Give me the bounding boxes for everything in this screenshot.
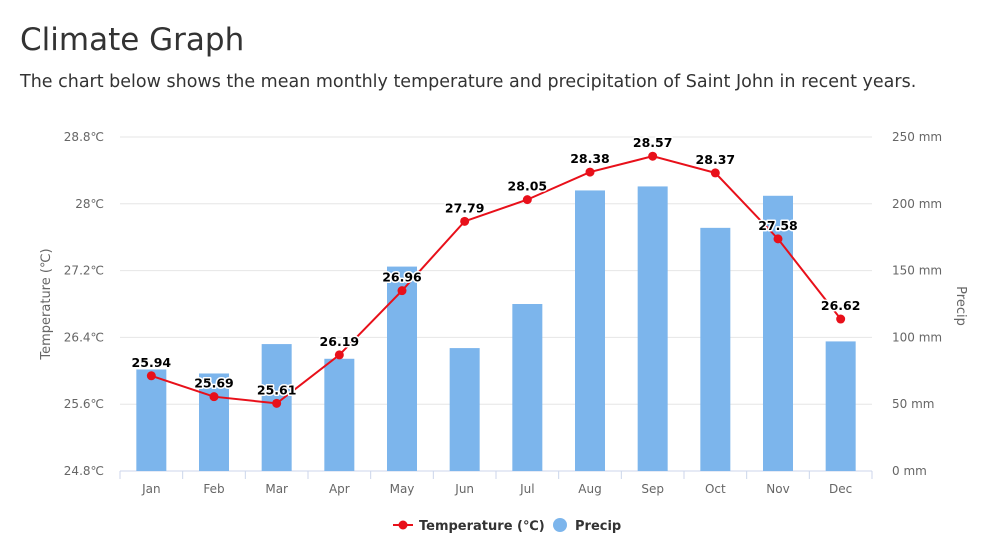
temperature-point [272, 398, 282, 408]
y-left-tick-label: 26.4℃ [64, 330, 104, 344]
temperature-data-label: 26.62 [821, 298, 861, 313]
temperature-point [460, 216, 470, 226]
temperature-data-label: 26.19 [320, 334, 360, 349]
temperature-point [397, 286, 407, 296]
x-tick-label: Oct [705, 482, 726, 496]
page-title: Climate Graph [20, 22, 245, 58]
temperature-point [209, 392, 219, 402]
x-tick-label: Aug [578, 482, 601, 496]
temperature-data-label: 25.61 [257, 382, 297, 397]
x-tick-label: Jul [519, 482, 534, 496]
y-right-tick-label: 50 mm [892, 397, 934, 411]
legend-temperature-label: Temperature (℃) [419, 519, 545, 534]
temperature-line [151, 155, 842, 405]
y-right-tick-label: 200 mm [892, 197, 942, 211]
y-left-tick-label: 24.8℃ [64, 464, 104, 478]
temperature-data-label: 25.69 [194, 376, 234, 391]
x-tick-label: Mar [265, 482, 288, 496]
precip-bar [136, 369, 167, 471]
precip-bar [199, 373, 229, 471]
temperature-point [522, 195, 532, 205]
temperature-data-label: 28.05 [508, 179, 548, 194]
temperature-data-label: 25.94 [132, 355, 172, 370]
temperature-data-label: 27.58 [758, 218, 798, 233]
precip-bar [637, 186, 668, 471]
temperature-point [585, 167, 595, 177]
x-tick-label: Apr [329, 482, 350, 496]
temperature-data-label: 28.38 [570, 151, 610, 166]
precip-bar [575, 190, 605, 471]
temperature-data-label: 28.37 [696, 152, 736, 167]
y-right-tick-label: 0 mm [892, 464, 927, 478]
temperature-data-label: 28.57 [633, 135, 673, 150]
precip-bar [324, 358, 355, 471]
y-right-tick-label: 150 mm [892, 264, 942, 278]
x-tick-label: Nov [766, 482, 789, 496]
y-left-tick-label: 25.6℃ [64, 397, 104, 411]
x-tick-label: Sep [641, 482, 664, 496]
temperature-point [334, 350, 344, 360]
x-tick-label: Jun [454, 482, 474, 496]
page-subtitle: The chart below shows the mean monthly t… [20, 72, 917, 92]
precip-bar [449, 348, 480, 471]
temperature-point [836, 314, 846, 324]
y-left-axis-title: Temperature (℃) [39, 248, 54, 360]
precip-bar [700, 227, 731, 471]
temperature-point [710, 168, 720, 178]
x-tick-label: Jan [141, 482, 161, 496]
temperature-data-label: 27.79 [445, 200, 485, 215]
y-right-tick-label: 100 mm [892, 330, 942, 344]
precip-bar [512, 304, 543, 471]
y-right-axis-title: Precip [953, 286, 968, 326]
precip-bar [387, 266, 417, 471]
legend-temperature-marker-icon [398, 520, 408, 530]
y-right-tick-label: 250 mm [892, 130, 942, 144]
temperature-point [648, 151, 658, 161]
legend-precip-marker-icon [553, 518, 567, 532]
temperature-point [773, 234, 783, 244]
temperature-point [146, 371, 156, 381]
x-tick-label: May [390, 482, 415, 496]
precip-bar [825, 341, 856, 471]
y-left-tick-label: 28.8℃ [64, 130, 104, 144]
temperature-data-label: 26.96 [382, 270, 422, 285]
y-left-tick-label: 28℃ [75, 197, 104, 211]
x-tick-label: Dec [829, 482, 852, 496]
x-tick-label: Feb [203, 482, 224, 496]
legend-precip-label: Precip [575, 519, 621, 534]
y-left-tick-label: 27.2℃ [64, 264, 104, 278]
